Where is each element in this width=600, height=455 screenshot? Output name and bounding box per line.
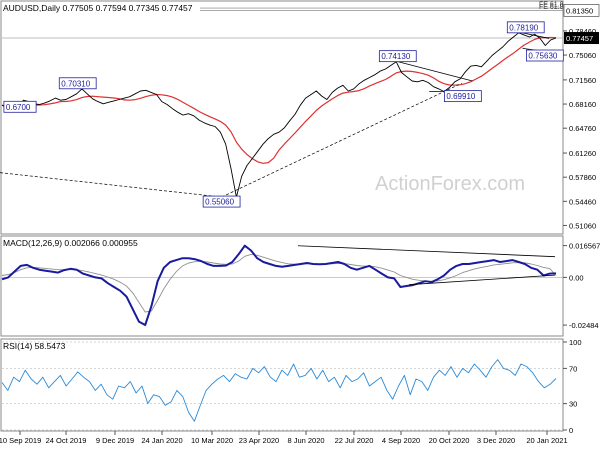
price-annotation-box — [506, 21, 545, 34]
price-annotation-label: 0.75630 — [528, 52, 557, 61]
macd-panel-title: MACD(12,26,9) 0.002066 0.000955 — [3, 238, 138, 248]
y-tick-label: 0.016567 — [569, 242, 600, 251]
x-tick-label: 24 Oct 2019 — [46, 436, 87, 445]
price-annotation-box — [58, 77, 97, 90]
fe-label: FE 61.8 — [539, 2, 564, 9]
x-tick-label: 10 Sep 2019 — [0, 436, 41, 445]
price-annotation-label: 0.70310 — [61, 79, 90, 88]
y-tick-label: 30 — [569, 400, 577, 409]
price-panel-frame — [0, 0, 564, 235]
y-tick-label: 0.78460 — [569, 27, 596, 36]
y-tick-label: 100 — [569, 338, 582, 347]
price-annotation-label: 0.55060 — [205, 198, 234, 207]
y-tick-label: 0.71560 — [569, 76, 596, 85]
price-ma-line — [1, 36, 557, 164]
price-annotation-label: 0.69910 — [446, 92, 475, 101]
x-tick-label: 22 Jul 2020 — [335, 436, 374, 445]
price-annotation-label: 0.78190 — [509, 23, 538, 32]
y-tick-label: 0.61260 — [569, 149, 596, 158]
line-layer — [0, 32, 557, 422]
y-tick-label: 0.68160 — [569, 100, 596, 109]
price-annotation-box — [3, 100, 37, 113]
x-tick-label: 20 Oct 2020 — [429, 436, 470, 445]
price-annotation-box — [444, 90, 482, 103]
rsi-panel-frame — [0, 338, 564, 432]
trendline — [522, 32, 550, 39]
price-annotation-box — [202, 195, 241, 208]
current-price-label: 0.77457 — [566, 34, 593, 43]
fe-price-label: 0.81350 — [566, 6, 593, 15]
rsi-panel-title: RSI(14) 58.5473 — [3, 341, 66, 351]
trendline — [397, 61, 473, 82]
watermark: ActionForex.com — [375, 173, 525, 195]
current-price-box — [564, 32, 599, 45]
trendline — [0, 172, 222, 198]
fe-label: FE 61.8 — [539, 4, 564, 11]
price-panel-title: AUDUSD,Daily 0.77505 0.77594 0.77345 0.7… — [3, 3, 193, 13]
macd-signal-line — [1, 253, 557, 313]
y-tick-label: 0.57860 — [569, 173, 596, 182]
y-tick-label: 0.54460 — [569, 197, 596, 206]
y-tick-label: -0.02484 — [569, 321, 599, 330]
y-tick-label: 0.00 — [569, 273, 584, 282]
x-tick-label: 23 Apr 2020 — [239, 436, 279, 445]
x-tick-label: 10 Mar 2020 — [191, 436, 233, 445]
macd-panel-frame — [0, 235, 564, 337]
grid-layer — [2, 7, 563, 431]
y-tick-label: 70 — [569, 364, 577, 373]
x-tick-label: 24 Jan 2020 — [141, 436, 182, 445]
rsi-line — [1, 359, 557, 422]
macd-trendline — [297, 245, 556, 258]
price-line — [1, 32, 557, 198]
x-tick-label: 8 Jun 2020 — [287, 436, 324, 445]
fe-price-box — [563, 4, 600, 17]
y-tick-label: 0 — [569, 426, 573, 435]
x-tick-label: 4 Sep 2020 — [382, 436, 420, 445]
tick-layer: 0.78460 0.75060 0.71560 0.68160 0.64760 0.612… — [563, 27, 600, 435]
x-tick-label: 20 Jan 2021 — [526, 436, 567, 445]
y-tick-label: 0.64760 — [569, 124, 596, 133]
x-tick-label: 3 Dec 2020 — [477, 436, 515, 445]
y-tick-label: 0.51060 — [569, 221, 596, 230]
macd-trendline — [408, 274, 556, 286]
price-annotation-box — [526, 49, 564, 62]
trendline — [221, 82, 462, 198]
price-annotation-box — [378, 50, 417, 63]
x-axis-layer: 10 Sep 2019 24 Oct 2019 9 Dec 2019 24 Jan 2… — [0, 431, 568, 445]
y-tick-label: 0.75060 — [569, 51, 596, 60]
price-annotation-label: 0.6700 — [6, 103, 31, 112]
price-annotation-label: 0.74130 — [381, 52, 410, 61]
macd-line — [1, 244, 557, 326]
x-tick-label: 9 Dec 2019 — [96, 436, 134, 445]
